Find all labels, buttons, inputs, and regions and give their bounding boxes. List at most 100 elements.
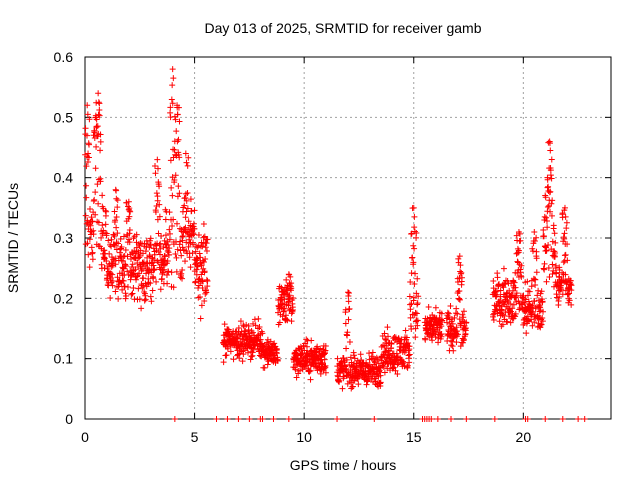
data-point-peak bbox=[92, 114, 99, 121]
data-point bbox=[110, 256, 117, 263]
data-point bbox=[334, 355, 341, 362]
data-point-peak bbox=[183, 159, 190, 166]
data-point bbox=[529, 248, 536, 255]
data-point bbox=[351, 352, 358, 359]
y-tick-label: 0.1 bbox=[54, 351, 74, 367]
data-point bbox=[172, 172, 179, 179]
data-point bbox=[369, 365, 376, 372]
data-point bbox=[500, 265, 507, 272]
data-point bbox=[450, 347, 457, 354]
data-point bbox=[388, 341, 395, 348]
data-point bbox=[136, 296, 143, 303]
data-point bbox=[164, 257, 171, 264]
data-point bbox=[83, 182, 90, 189]
data-point bbox=[504, 318, 511, 325]
data-point bbox=[459, 311, 466, 318]
data-point bbox=[83, 132, 90, 139]
data-point-zero bbox=[270, 416, 277, 422]
data-point bbox=[166, 245, 173, 252]
data-point bbox=[515, 298, 522, 305]
data-point bbox=[552, 239, 559, 246]
data-point bbox=[96, 100, 103, 107]
data-point bbox=[317, 345, 324, 352]
data-point bbox=[192, 248, 199, 255]
data-point bbox=[121, 283, 128, 290]
data-point bbox=[409, 254, 416, 261]
data-point-zero bbox=[235, 416, 242, 422]
data-point bbox=[112, 217, 119, 224]
data-point bbox=[170, 284, 177, 291]
data-point bbox=[463, 319, 470, 326]
data-point bbox=[558, 286, 565, 293]
y-tick-label: 0.2 bbox=[54, 290, 74, 306]
data-point bbox=[198, 271, 205, 278]
data-point-zero bbox=[542, 416, 549, 422]
data-point bbox=[460, 314, 467, 321]
data-point bbox=[168, 184, 175, 191]
data-point bbox=[402, 327, 409, 334]
data-point bbox=[118, 244, 125, 251]
data-point bbox=[83, 163, 90, 170]
data-point bbox=[384, 324, 391, 331]
data-point-zero bbox=[491, 416, 498, 422]
data-point bbox=[538, 321, 545, 328]
data-point bbox=[167, 104, 174, 111]
data-point bbox=[86, 116, 93, 123]
data-point bbox=[97, 147, 104, 154]
data-point bbox=[166, 209, 173, 216]
data-point bbox=[97, 131, 104, 138]
data-point bbox=[438, 330, 445, 337]
data-point bbox=[411, 224, 418, 231]
data-point bbox=[374, 356, 381, 363]
data-point bbox=[432, 334, 439, 341]
data-point-peak bbox=[345, 289, 351, 296]
data-point bbox=[556, 273, 563, 280]
data-point bbox=[540, 308, 547, 315]
data-point bbox=[190, 231, 197, 238]
data-point bbox=[86, 236, 93, 243]
data-point bbox=[93, 99, 100, 106]
data-point bbox=[173, 128, 180, 135]
data-point bbox=[172, 116, 179, 123]
data-point bbox=[393, 350, 400, 357]
data-point bbox=[142, 296, 149, 303]
data-point bbox=[561, 257, 568, 264]
data-point bbox=[91, 196, 98, 203]
data-point-peak bbox=[182, 150, 189, 157]
data-point bbox=[167, 230, 174, 237]
data-point bbox=[456, 295, 463, 302]
data-point-peak bbox=[174, 102, 181, 109]
data-point bbox=[438, 310, 445, 317]
data-point bbox=[191, 225, 198, 232]
data-point bbox=[126, 239, 133, 246]
data-point bbox=[346, 339, 353, 346]
data-point bbox=[366, 350, 373, 357]
data-point bbox=[169, 192, 176, 199]
data-point bbox=[196, 250, 203, 257]
data-point bbox=[138, 305, 145, 312]
data-point bbox=[548, 156, 555, 163]
data-point bbox=[101, 247, 108, 254]
data-point bbox=[339, 367, 346, 374]
data-point bbox=[413, 230, 420, 237]
data-point bbox=[339, 385, 346, 392]
data-point bbox=[89, 256, 96, 263]
data-point-peak bbox=[93, 123, 100, 130]
data-point bbox=[102, 207, 109, 214]
data-point bbox=[413, 310, 420, 317]
data-point bbox=[411, 245, 418, 252]
data-point bbox=[142, 248, 149, 255]
data-point-peak bbox=[531, 238, 538, 245]
data-point bbox=[184, 190, 191, 197]
data-point bbox=[256, 324, 263, 331]
data-point bbox=[225, 326, 232, 333]
data-point bbox=[540, 265, 547, 272]
data-point bbox=[115, 295, 122, 302]
data-point bbox=[414, 275, 421, 282]
data-point bbox=[406, 293, 413, 300]
data-point bbox=[541, 260, 548, 267]
data-point bbox=[537, 324, 544, 331]
data-point bbox=[165, 251, 172, 258]
